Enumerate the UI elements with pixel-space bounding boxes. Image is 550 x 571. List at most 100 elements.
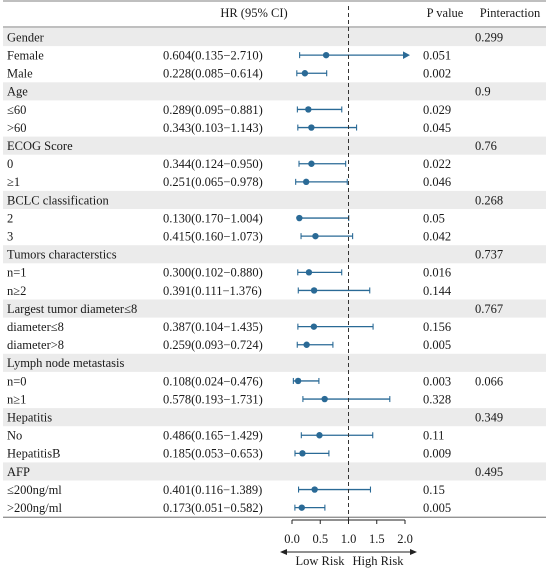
hr-ci-text: 0.173(0.051−0.582): [163, 501, 263, 515]
hr-column-header: HR (95% CI): [220, 6, 287, 20]
p-interaction-value: 0.9: [475, 85, 491, 99]
group-row-shade: [3, 353, 546, 372]
row-shading: [3, 0, 546, 518]
hr-point: [294, 377, 302, 385]
subgroup-label: 2: [7, 211, 13, 225]
estimate-marks: [292, 51, 410, 511]
hr-ci-text: 0.251(0.065−0.978): [163, 175, 263, 189]
p-interaction-value: 0.76: [475, 139, 497, 153]
subgroup-label: n=0: [7, 374, 27, 388]
subgroup-label: No: [7, 429, 22, 443]
subgroup-label: ≤200ng/ml: [7, 483, 62, 497]
subgroup-label: n≥1: [7, 392, 26, 406]
p-interaction-value: 0.495: [475, 465, 503, 479]
subgroup-label: n≥2: [7, 284, 26, 298]
p-value: 0.022: [423, 157, 451, 171]
group-row-shade: [3, 408, 546, 427]
p-value: 0.051: [423, 48, 451, 62]
hr-ci-text: 0.343(0.103−1.143): [163, 121, 263, 135]
pinteraction-column-header: Pinteraction: [480, 6, 541, 20]
subgroup-label: ≥1: [7, 175, 20, 189]
hr-point: [311, 486, 318, 493]
x-tick-label: 2.0: [397, 532, 413, 546]
group-label: Largest tumor diameter≤8: [7, 302, 137, 316]
group-row-shade: [3, 28, 546, 47]
p-value: 0.016: [423, 266, 451, 280]
subgroup-label: ≤60: [7, 103, 26, 117]
hr-point: [321, 395, 328, 403]
hr-point: [305, 269, 313, 276]
hr-ci-text: 0.401(0.116−1.389): [163, 483, 262, 497]
group-label: Lymph node metastasis: [7, 356, 124, 370]
hr-ci-text: 0.604(0.135−2.710): [163, 48, 263, 62]
p-interaction-value: 0.737: [475, 248, 503, 262]
hr-point: [316, 432, 323, 439]
p-value: 0.003: [423, 374, 451, 388]
hr-point: [301, 70, 309, 77]
group-row-shade: [3, 190, 546, 209]
hr-point: [299, 450, 306, 457]
p-interaction-value: 0.268: [475, 193, 503, 207]
hr-ci-text: 0.486(0.165−1.429): [163, 429, 263, 443]
hr-ci-text: 0.185(0.053−0.653): [163, 447, 263, 461]
low-risk-label: Low Risk: [296, 554, 346, 568]
hr-ci-text: 0.300(0.102−0.880): [163, 266, 263, 280]
table-body: Gender 0.299 Female 0.604(0.135−2.710) 0.051…: [7, 30, 503, 515]
p-interaction-value: 0.066: [475, 374, 503, 388]
p-value: 0.328: [423, 392, 451, 406]
group-label: Hepatitis: [7, 410, 52, 424]
subgroup-label: diameter>8: [7, 338, 64, 352]
hr-point: [305, 106, 312, 113]
subgroup-label: Female: [7, 48, 44, 62]
p-value: 0.144: [423, 284, 452, 298]
hr-point: [312, 232, 319, 240]
p-value: 0.045: [423, 121, 451, 135]
hr-ci-text: 0.259(0.093−0.724): [163, 338, 263, 352]
p-value: 0.156: [423, 320, 451, 334]
hr-point: [303, 341, 310, 348]
p-value: 0.11: [423, 429, 444, 443]
hr-ci-text: 0.415(0.160−1.073): [163, 229, 263, 243]
subgroup-label: 0: [7, 157, 13, 171]
group-label: ECOG Score: [7, 139, 73, 153]
hr-ci-text: 0.387(0.104−1.435): [163, 320, 263, 334]
x-tick-label: 1.0: [341, 532, 357, 546]
p-value: 0.046: [423, 175, 451, 189]
low-risk-arrowhead: [280, 549, 287, 555]
pvalue-column-header: P value: [427, 6, 464, 20]
hr-point: [298, 504, 305, 511]
x-tick-label: 0.0: [284, 532, 300, 546]
hr-ci-text: 0.391(0.111−1.376): [163, 284, 262, 298]
group-row-shade: [3, 462, 546, 481]
group-row-shade: [3, 82, 546, 101]
p-value: 0.009: [423, 447, 451, 461]
group-label: BCLC classification: [7, 193, 109, 207]
group-label: Gender: [7, 30, 45, 44]
p-value: 0.005: [423, 501, 451, 515]
risk-direction: Low Risk High Risk: [280, 549, 417, 568]
p-interaction-value: 0.767: [475, 302, 503, 316]
hr-ci-text: 0.289(0.095−0.881): [163, 103, 263, 117]
hr-point: [310, 323, 318, 330]
hr-point: [308, 160, 315, 167]
hr-ci-text: 0.344(0.124−0.950): [163, 157, 263, 171]
p-value: 0.029: [423, 103, 451, 117]
hr-point: [322, 51, 330, 59]
high-risk-label: High Risk: [352, 554, 404, 568]
p-value: 0.15: [423, 483, 445, 497]
group-row-shade: [3, 299, 546, 318]
p-interaction-value: 0.299: [475, 30, 503, 44]
p-interaction-value: 0.349: [475, 410, 503, 424]
group-label: Age: [7, 85, 28, 99]
subgroup-label: n=1: [7, 266, 27, 280]
table-header: HR (95% CI) P value Pinteraction: [220, 6, 541, 20]
hr-ci-text: 0.228(0.085−0.614): [163, 67, 263, 81]
x-tick-label: 1.5: [369, 532, 385, 546]
x-tick-label: 0.5: [312, 532, 328, 546]
ci-arrow: [403, 51, 410, 59]
group-row-shade: [3, 245, 546, 264]
subgroup-label: >60: [7, 121, 27, 135]
hr-ci-text: 0.130(0.170−1.004): [163, 211, 263, 225]
subgroup-label: Male: [7, 67, 33, 81]
subgroup-label: HepatitisB: [7, 447, 60, 461]
